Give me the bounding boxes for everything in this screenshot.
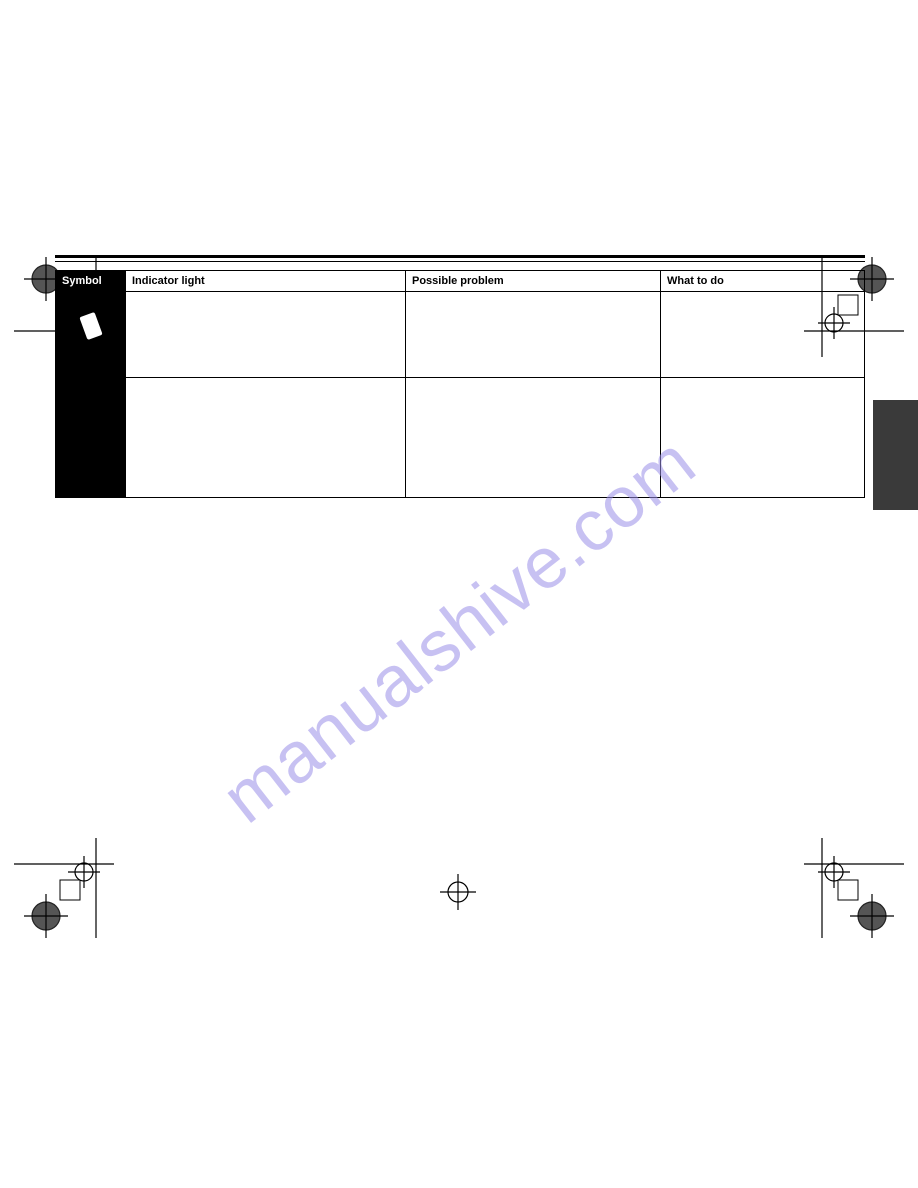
col-head-light: Indicator light <box>126 271 406 292</box>
crop-mark-bottom-left <box>14 838 114 938</box>
warning-lights-table: Symbol Indicator light Possible problem … <box>55 270 865 498</box>
cell-light <box>126 378 406 498</box>
page-content: Symbol Indicator light Possible problem … <box>55 255 865 498</box>
cell-problem <box>406 292 661 378</box>
cell-symbol <box>56 292 126 378</box>
rule-thick <box>55 255 865 258</box>
table-row <box>56 292 865 378</box>
rule-thin <box>55 261 865 262</box>
cell-action <box>661 378 865 498</box>
crop-mark-bottom-right <box>804 838 904 938</box>
col-head-problem: Possible problem <box>406 271 661 292</box>
table-row <box>56 378 865 498</box>
cell-light <box>126 292 406 378</box>
side-tab <box>873 400 918 510</box>
phone-icon <box>77 308 105 342</box>
cell-symbol <box>56 378 126 498</box>
table-header-row: Symbol Indicator light Possible problem … <box>56 271 865 292</box>
col-head-symbol: Symbol <box>56 271 126 292</box>
cell-action <box>661 292 865 378</box>
cell-problem <box>406 378 661 498</box>
crop-mark-bottom-center <box>438 872 478 912</box>
col-head-action: What to do <box>661 271 865 292</box>
